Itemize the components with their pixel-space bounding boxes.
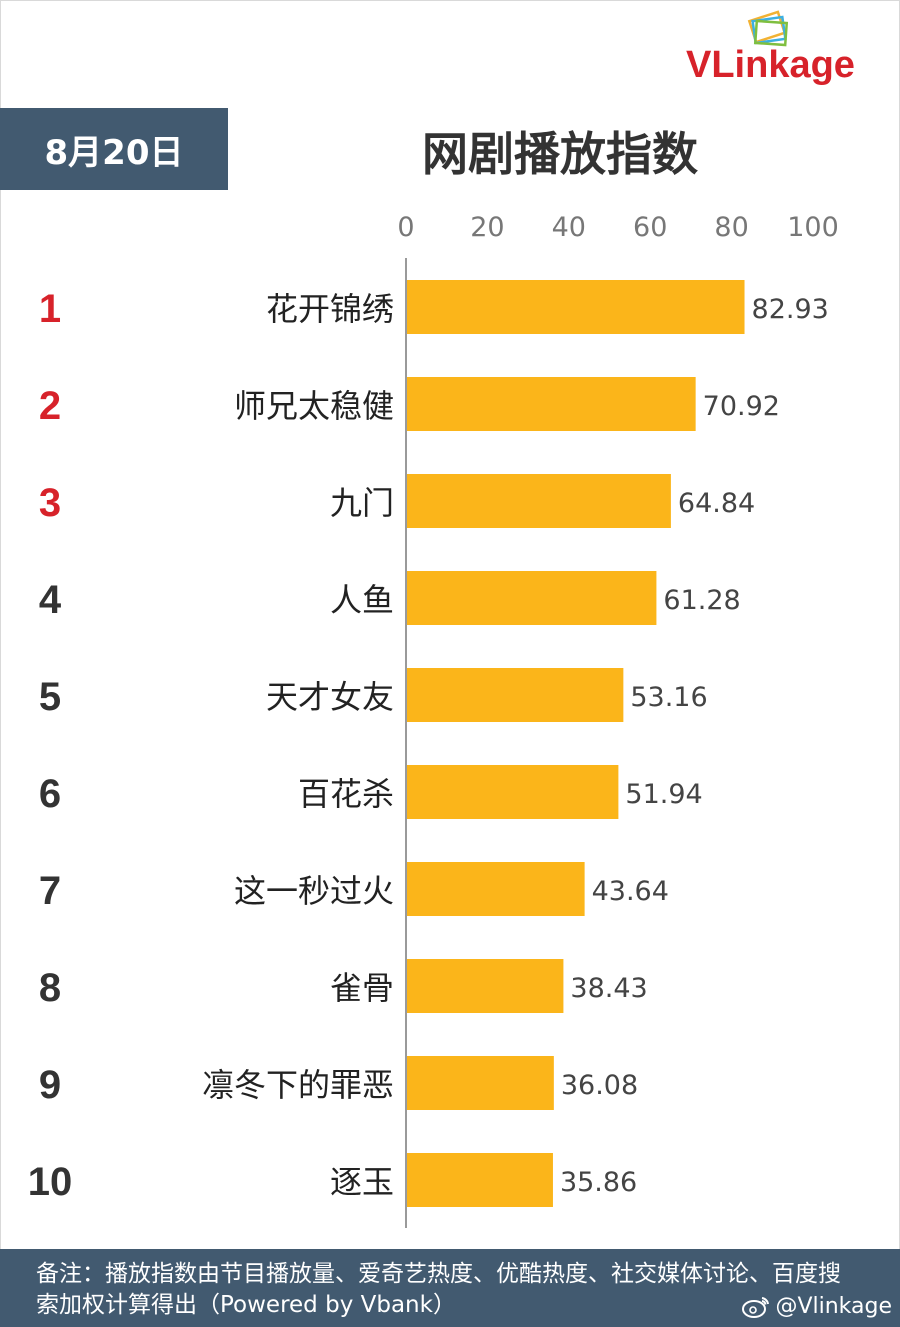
weibo-icon <box>742 1296 770 1318</box>
logo-cards-icon <box>747 10 789 47</box>
footer-note: 备注：播放指数由节目播放量、爱奇艺热度、优酷热度、社交媒体讨论、百度搜索加权计算… <box>36 1261 841 1318</box>
rank-label: 4 <box>39 578 62 622</box>
value-label: 70.92 <box>703 391 780 422</box>
chart-title: 网剧播放指数 <box>422 127 698 181</box>
value-label: 53.16 <box>630 682 707 713</box>
rank-label: 5 <box>39 675 61 719</box>
bar <box>407 668 624 722</box>
category-label: 花开锦绣 <box>266 290 394 328</box>
bar <box>407 1056 554 1110</box>
x-tick-label: 20 <box>470 212 504 243</box>
x-tick-label: 40 <box>552 212 586 243</box>
logo-text: VLinkage <box>686 44 855 86</box>
bar-chart: 0 20 40 60 80 100 1 花开锦绣 82.93 2 师兄太稳健 70.92 3 九门 64.8… <box>28 212 839 1228</box>
weibo-handle: @Vlinkage <box>741 1294 892 1319</box>
vlinkage-logo: VLinkage <box>686 10 896 90</box>
value-label: 36.08 <box>561 1070 638 1101</box>
rank-label: 3 <box>39 481 61 525</box>
x-tick-label: 100 <box>787 212 839 243</box>
bar <box>407 1153 553 1207</box>
rank-label: 7 <box>39 869 61 913</box>
rank-label: 10 <box>28 1160 73 1204</box>
bar <box>407 571 657 625</box>
category-label: 人鱼 <box>330 581 394 619</box>
rank-label: 6 <box>39 772 61 816</box>
value-label: 82.93 <box>752 294 829 325</box>
date-badge: 8月20日 <box>0 108 228 190</box>
category-label: 逐玉 <box>330 1163 394 1201</box>
category-label: 九门 <box>330 484 394 522</box>
bar <box>407 280 745 334</box>
footer: 备注：播放指数由节目播放量、爱奇艺热度、优酷热度、社交媒体讨论、百度搜索加权计算… <box>0 1249 900 1327</box>
bar <box>407 959 564 1013</box>
rank-label: 2 <box>39 384 61 428</box>
rank-label: 8 <box>39 966 61 1010</box>
weibo-handle-text: @Vlinkage <box>775 1294 892 1319</box>
category-label: 凛冬下的罪恶 <box>202 1066 394 1104</box>
bar <box>407 765 619 819</box>
category-label: 雀骨 <box>330 969 394 1007</box>
value-label: 43.64 <box>592 876 669 907</box>
category-label: 师兄太稳健 <box>234 387 394 425</box>
category-label: 百花杀 <box>298 775 394 813</box>
value-label: 61.28 <box>663 585 740 616</box>
x-tick-label: 0 <box>397 212 414 243</box>
x-tick-label: 60 <box>633 212 667 243</box>
bar <box>407 862 585 916</box>
category-label: 天才女友 <box>266 678 394 716</box>
x-tick-label: 80 <box>714 212 748 243</box>
rank-label: 9 <box>39 1063 61 1107</box>
value-label: 51.94 <box>625 779 702 810</box>
rank-label: 1 <box>39 287 61 331</box>
value-label: 64.84 <box>678 488 755 519</box>
value-label: 35.86 <box>560 1167 637 1198</box>
category-label: 这一秒过火 <box>234 872 394 910</box>
value-label: 38.43 <box>570 973 647 1004</box>
bar <box>407 377 696 431</box>
bar <box>407 474 671 528</box>
